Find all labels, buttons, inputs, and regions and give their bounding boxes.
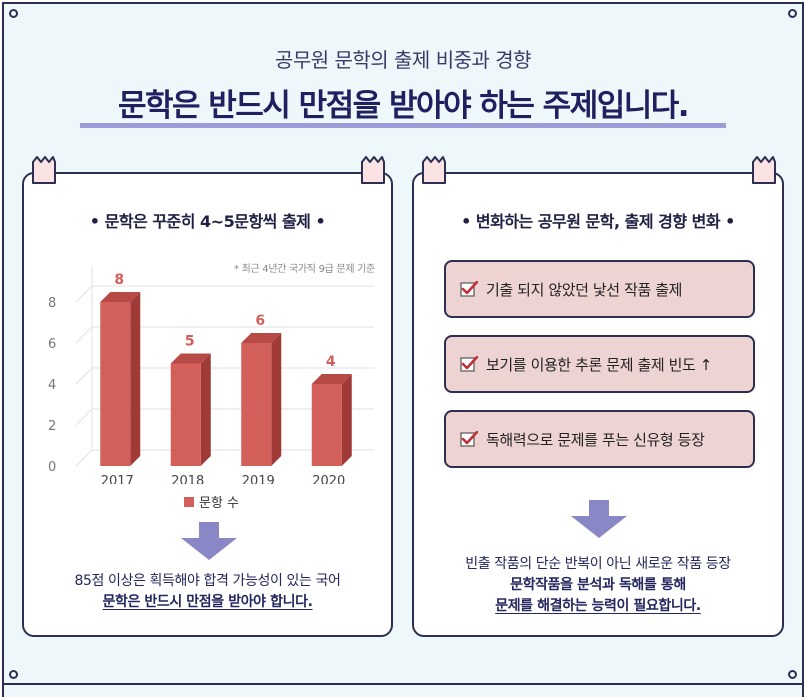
grid-line: [75, 326, 93, 344]
bar: [100, 302, 131, 466]
page-subtitle: 공무원 문학의 출제 비중과 경향: [274, 48, 532, 72]
bar: [170, 363, 201, 466]
trend-item-label: 독해력으로 문제를 푸는 신유형 등장: [486, 430, 705, 449]
bar-top: [311, 374, 352, 384]
left-summary: 85점 이상은 획득해야 합격 가능성이 있는 국어 문학은 반드시 만점을 받…: [24, 571, 391, 613]
legend-swatch: [184, 496, 194, 507]
right-summary: 빈출 작품의 단순 반복이 아닌 새로운 작품 등장 문학작품을 분석과 독해를…: [414, 554, 782, 617]
rivet-top-left: [9, 9, 18, 18]
title-underline: [80, 123, 726, 128]
bar-side: [130, 292, 141, 466]
y-tick-label: 2: [48, 419, 56, 434]
bar-top: [100, 292, 141, 302]
check-icon: [460, 356, 478, 372]
trend-item-label: 기출 되지 않았던 낯선 작품 출제: [486, 280, 683, 299]
ribbon-tag-icon: [422, 156, 446, 184]
x-tick-label: 2020: [312, 474, 345, 484]
rivet-bottom-right: [788, 670, 797, 679]
x-tick-label: 2019: [242, 474, 275, 484]
grid-line: [75, 367, 93, 385]
bar-top: [241, 333, 282, 343]
check-icon: [460, 281, 478, 297]
ribbon-tag-icon: [32, 156, 56, 184]
right-card: • 변화하는 공무원 문학, 출제 경향 변화 • 기출 되지 않았던 낯선 작…: [412, 156, 784, 637]
grid-line: [75, 449, 93, 467]
bar: [311, 384, 342, 466]
y-tick-label: 0: [48, 460, 56, 475]
bar-value-label: 4: [326, 354, 336, 370]
bar-side: [271, 333, 282, 466]
ribbon-tag-icon: [361, 156, 385, 184]
left-summary-line2: 문학은 반드시 만점을 받아야 합니다.: [102, 594, 313, 610]
bar-chart: 0 2 4 6 8 8 2017 5 2018 6 2019 4 2020: [48, 265, 374, 484]
left-card-title: • 문학은 꾸준히 4~5문항씩 출제 •: [89, 212, 326, 231]
bar-value-label: 6: [255, 313, 265, 329]
rivet-bottom-left: [9, 670, 18, 679]
grid-line: [75, 285, 93, 303]
chart-legend: 문항 수: [184, 492, 239, 511]
y-tick-label: 6: [48, 337, 56, 352]
check-icon: [460, 431, 478, 447]
right-summary-line2: 문학작품을 분석과 독해를 통해: [510, 577, 686, 593]
page-title: 문학은 반드시 만점을 받아야 하는 주제입니다.: [117, 88, 690, 124]
trend-item: 보기를 이용한 추론 문제 출제 빈도 ↑: [444, 335, 755, 393]
chart-note: * 최근 4년간 국가직 9급 문제 기준: [234, 264, 375, 275]
left-summary-line1: 85점 이상은 획득해야 합격 가능성이 있는 국어: [74, 573, 341, 589]
rivet-top-right: [788, 9, 797, 18]
bar-value-label: 8: [114, 272, 124, 288]
right-summary-line3: 문제를 해결하는 능력이 필요합니다.: [495, 598, 701, 614]
down-arrow-icon: [571, 500, 627, 538]
bar: [241, 343, 272, 466]
trend-item-label: 보기를 이용한 추론 문제 출제 빈도 ↑: [486, 355, 712, 374]
grid-line: [75, 408, 93, 426]
trend-item: 기출 되지 않았던 낯선 작품 출제: [444, 260, 755, 318]
y-tick-label: 4: [48, 378, 56, 393]
x-tick-label: 2018: [171, 474, 204, 484]
left-card: • 문학은 꾸준히 4~5문항씩 출제 • * 최근 4년간 국가직 9급 문제…: [22, 156, 393, 637]
ribbon-tag-icon: [752, 156, 776, 184]
legend-label: 문항 수: [199, 496, 240, 511]
y-tick-label: 8: [48, 296, 56, 311]
bar-value-label: 5: [185, 334, 195, 350]
bar-side: [200, 353, 211, 466]
bottom-rail: [2, 683, 804, 685]
trend-item: 독해력으로 문제를 푸는 신유형 등장: [444, 410, 755, 468]
down-arrow-icon: [181, 522, 237, 560]
x-tick-label: 2017: [101, 474, 134, 484]
right-card-title: • 변화하는 공무원 문학, 출제 경향 변화 •: [461, 212, 735, 231]
right-summary-line1: 빈출 작품의 단순 반복이 아닌 새로운 작품 등장: [465, 556, 731, 572]
bar-top: [170, 353, 211, 364]
bar-side: [341, 374, 352, 466]
